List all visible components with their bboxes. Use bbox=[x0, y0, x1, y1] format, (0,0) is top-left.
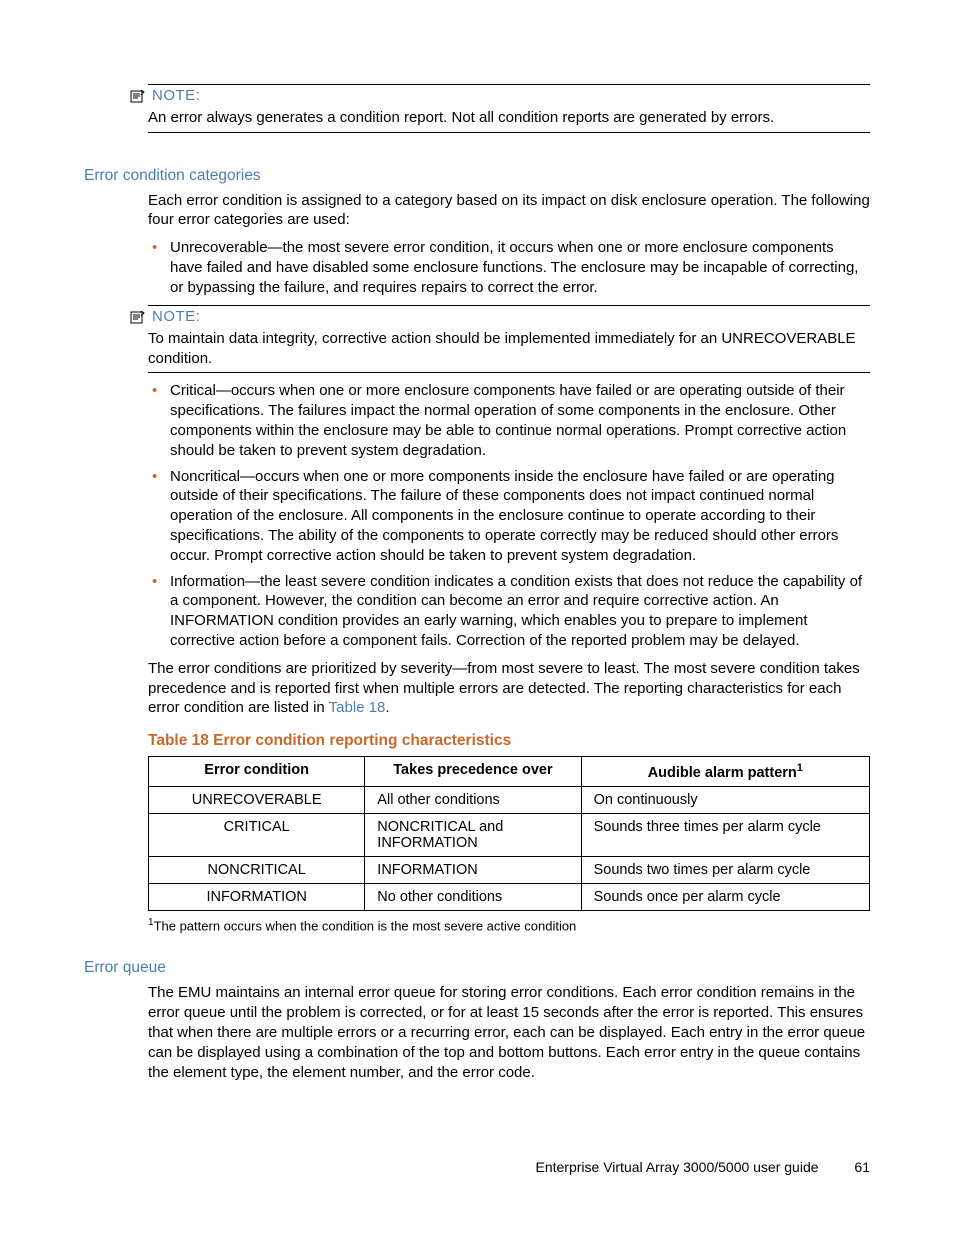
table-row: INFORMATION No other conditions Sounds o… bbox=[149, 884, 870, 911]
note-label: NOTE: bbox=[152, 87, 200, 104]
note-icon bbox=[130, 309, 146, 325]
priorities-post: . bbox=[385, 699, 389, 716]
note-block-2: NOTE: To maintain data integrity, correc… bbox=[148, 305, 870, 373]
note-label: NOTE: bbox=[152, 308, 200, 325]
priorities-paragraph: The error conditions are prioritized by … bbox=[148, 659, 870, 718]
table-cell: NONCRITICAL bbox=[149, 857, 365, 884]
table-cell: UNRECOVERABLE bbox=[149, 787, 365, 814]
category-list-part2: Critical—occurs when one or more enclosu… bbox=[148, 381, 870, 650]
list-item: Information—the least severe condition i… bbox=[148, 572, 870, 651]
table-row: UNRECOVERABLE All other conditions On co… bbox=[149, 787, 870, 814]
table-header: Error condition bbox=[149, 757, 365, 787]
section-heading-error-queue: Error queue bbox=[84, 959, 870, 977]
table-cell: On continuously bbox=[581, 787, 869, 814]
table-cell: All other conditions bbox=[365, 787, 581, 814]
note-rule-top bbox=[148, 305, 870, 306]
footer-title: Enterprise Virtual Array 3000/5000 user … bbox=[536, 1159, 819, 1175]
table-18-link[interactable]: Table 18 bbox=[329, 699, 386, 716]
note-rule-top bbox=[148, 84, 870, 85]
note-body: To maintain data integrity, corrective a… bbox=[148, 329, 870, 368]
priorities-pre: The error conditions are prioritized by … bbox=[148, 660, 860, 717]
table-cell: Sounds once per alarm cycle bbox=[581, 884, 869, 911]
table-header: Takes precedence over bbox=[365, 757, 581, 787]
error-condition-table: Error condition Takes precedence over Au… bbox=[148, 756, 870, 911]
table-footnote: 1The pattern occurs when the condition i… bbox=[148, 917, 870, 933]
page-footer: Enterprise Virtual Array 3000/5000 user … bbox=[536, 1159, 871, 1175]
section-intro: Each error condition is assigned to a ca… bbox=[148, 191, 870, 231]
note-block-1: NOTE: An error always generates a condit… bbox=[148, 84, 870, 133]
table-cell: NONCRITICAL and INFORMATION bbox=[365, 814, 581, 857]
note-body: An error always generates a condition re… bbox=[148, 108, 870, 128]
note-icon bbox=[130, 88, 146, 104]
list-item: Unrecoverable—the most severe error cond… bbox=[148, 238, 870, 297]
category-list-part1: Unrecoverable—the most severe error cond… bbox=[148, 238, 870, 297]
table-row: CRITICAL NONCRITICAL and INFORMATION Sou… bbox=[149, 814, 870, 857]
table-cell: No other conditions bbox=[365, 884, 581, 911]
table-header: Audible alarm pattern1 bbox=[581, 757, 869, 787]
table-cell: Sounds three times per alarm cycle bbox=[581, 814, 869, 857]
section-heading-categories: Error condition categories bbox=[84, 167, 870, 185]
footer-page-number: 61 bbox=[854, 1159, 870, 1175]
table-cell: Sounds two times per alarm cycle bbox=[581, 857, 869, 884]
table-cell: INFORMATION bbox=[365, 857, 581, 884]
note-rule-bottom bbox=[148, 132, 870, 133]
error-queue-body: The EMU maintains an internal error queu… bbox=[148, 983, 870, 1082]
list-item: Critical—occurs when one or more enclosu… bbox=[148, 381, 870, 460]
table-row: NONCRITICAL INFORMATION Sounds two times… bbox=[149, 857, 870, 884]
note-rule-bottom bbox=[148, 372, 870, 373]
list-item: Noncritical—occurs when one or more comp… bbox=[148, 467, 870, 566]
table-cell: CRITICAL bbox=[149, 814, 365, 857]
table-header-row: Error condition Takes precedence over Au… bbox=[149, 757, 870, 787]
table-caption: Table 18 Error condition reporting chara… bbox=[148, 732, 870, 750]
table-cell: INFORMATION bbox=[149, 884, 365, 911]
